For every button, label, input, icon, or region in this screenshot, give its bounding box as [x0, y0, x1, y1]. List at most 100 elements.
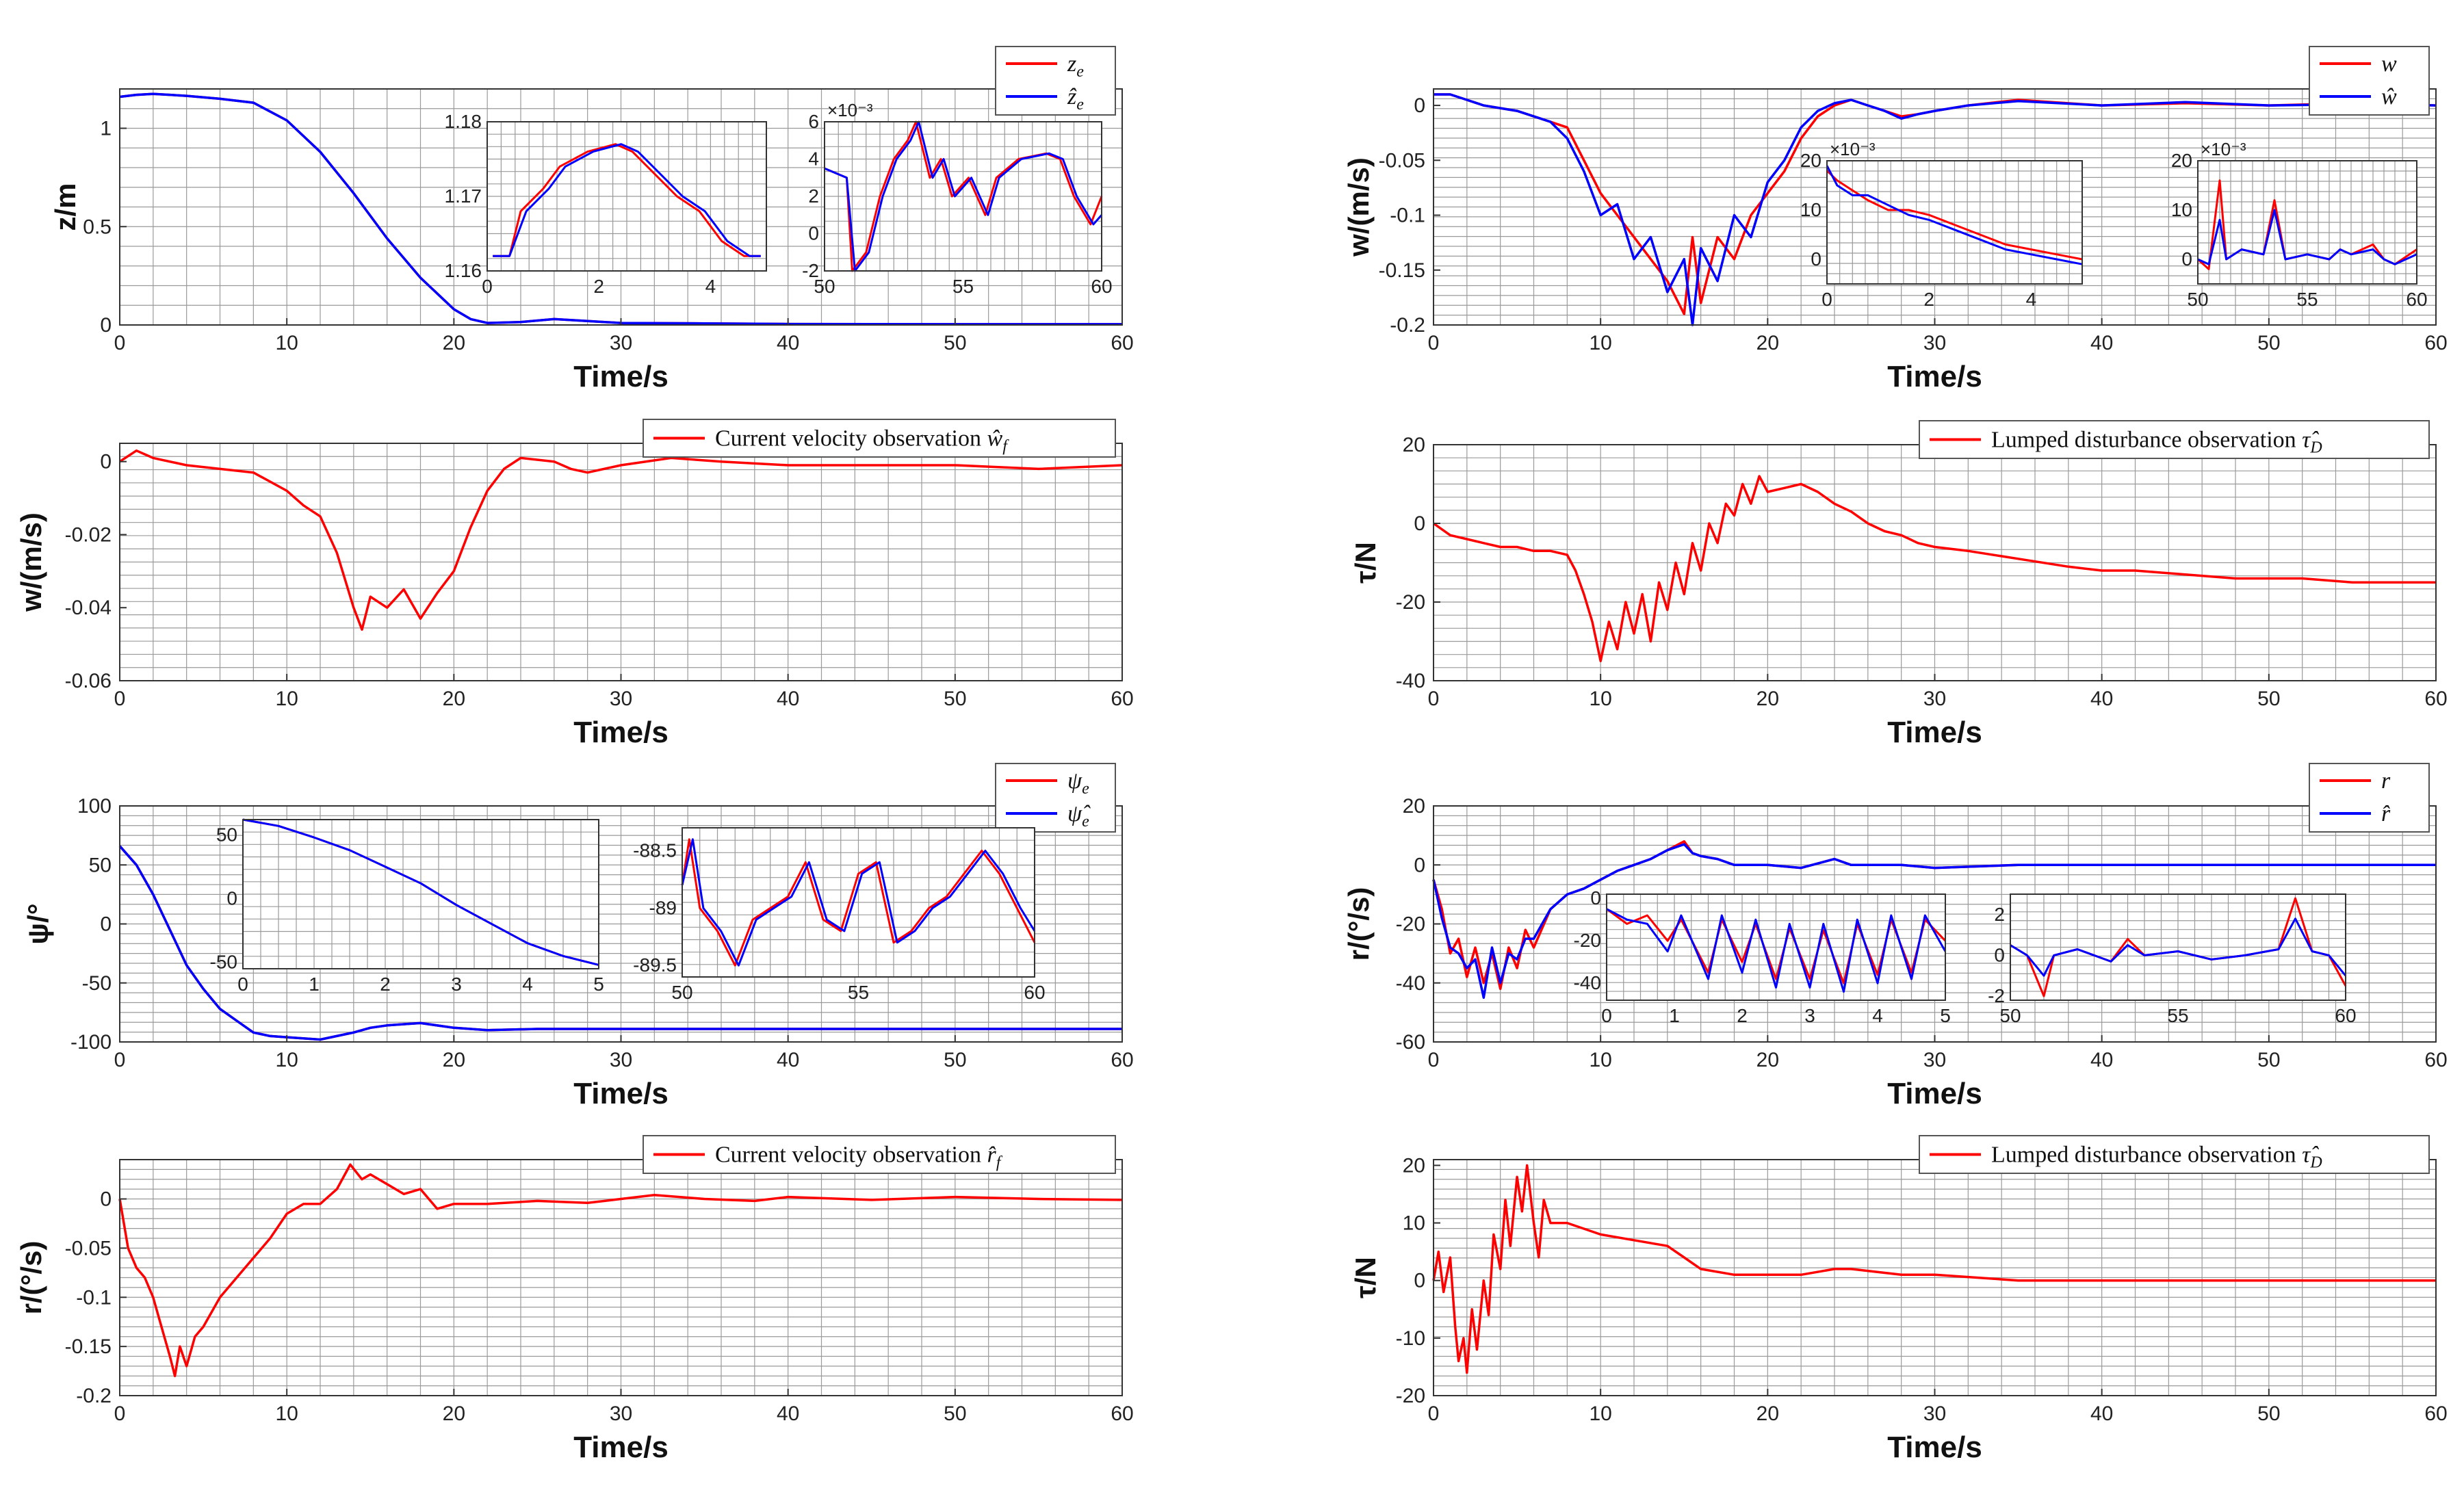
chart-z-ytick-label: 1	[100, 118, 112, 140]
chart-r-inset-1-xtick-label: 0	[1601, 1005, 1612, 1026]
chart-z-inset-2-series-s1-line	[824, 120, 1103, 272]
chart-z-inset-2-ytick-label: 6	[808, 111, 819, 132]
chart-z-xlabel: Time/s	[573, 360, 669, 393]
chart-w-inset-2-multiplier: ×10⁻³	[2201, 139, 2246, 159]
chart-w-series-s1-line	[1434, 93, 2437, 326]
chart-r-ytick-label: -20	[1396, 913, 1425, 936]
chart-psi-ytick-label: 100	[77, 795, 112, 818]
chart-r-inset-1-xtick-label: 1	[1669, 1005, 1680, 1026]
chart-w_current-xtick-label: 30	[610, 688, 632, 710]
chart-z-inset-1-ytick-label: 1.18	[445, 111, 482, 132]
chart-w-inset-2-ytick-label: 20	[2171, 150, 2192, 171]
chart-psi: 0 10 20 30 40 50 60-100-50050100Time/sψ/°ψeψ̂e…	[22, 763, 1134, 1110]
chart-z-inset-1-xtick-label: 2	[593, 276, 604, 297]
chart-tau_w-xtick-label: 30	[1923, 688, 1946, 710]
chart-r_current-xtick-label: 30	[610, 1402, 632, 1425]
chart-w-ytick-label: -0.2	[1390, 314, 1425, 337]
chart-w-xtick-label: 20	[1756, 332, 1779, 354]
chart-w-ytick-label: -0.1	[1390, 205, 1425, 227]
chart-psi-inset-2: 50 55 60 -89.5 -89 -88.5	[633, 827, 1046, 1003]
chart-w-inset-1-frame	[1826, 160, 2083, 285]
chart-z-inset-2-xtick-label: 55	[952, 276, 974, 297]
chart-w-ytick-label: -0.15	[1379, 259, 1425, 282]
chart-r_current-xtick-label: 20	[443, 1402, 465, 1425]
chart-tau_w-xlabel: Time/s	[1887, 716, 1982, 749]
chart-tau_r-xtick-label: 40	[2090, 1402, 2113, 1425]
chart-psi-series-e-line	[118, 845, 1122, 1041]
chart-r-legend-box	[2309, 763, 2430, 833]
chart-z-legend-box	[995, 46, 1116, 116]
chart-z-inset-2-xtick-label: 60	[1091, 276, 1112, 297]
chart-psi-inset-2-ytick-label: -89.5	[633, 954, 677, 976]
chart-tau_r-ytick-label: -20	[1396, 1385, 1425, 1407]
chart-tau_r-legend-label: Lumped disturbance observation τ̂D	[1991, 1143, 2322, 1172]
chart-z-xtick-label: 30	[610, 332, 632, 354]
chart-z-xtick-label: 40	[777, 332, 799, 354]
chart-z-xtick-label: 0	[114, 332, 126, 354]
chart-w_current-ytick-label: 0	[100, 451, 112, 473]
chart-w-xtick-label: 30	[1923, 332, 1946, 354]
chart-psi-ytick-label: 50	[89, 854, 112, 876]
chart-tau_r-ytick-label: 10	[1403, 1212, 1425, 1235]
chart-psi-ytick-label: -100	[70, 1031, 112, 1054]
chart-w-legend-label: ŵ	[2381, 84, 2397, 109]
chart-w_current-ytick-label: -0.06	[65, 670, 112, 692]
chart-tau_r-xtick-label: 50	[2257, 1402, 2280, 1425]
chart-tau_w: 0 10 20 30 40 50 60 -40 -20 0 20 Time/s τ/N Lumped di…	[1349, 420, 2448, 749]
chart-w-inset-1-xtick-label: 4	[2026, 289, 2037, 310]
chart-w_current-ytick-label: -0.04	[65, 597, 112, 619]
chart-psi-legend-box	[995, 763, 1116, 833]
chart-r-inset-2-ytick-label: 0	[1994, 944, 2005, 965]
chart-w_current-ylabel: w/(m/s)	[15, 512, 47, 612]
chart-r_current-ytick-label: -0.2	[76, 1385, 112, 1407]
chart-r-legend: r r̂	[2309, 763, 2430, 833]
chart-r-inset-2-ytick-label: -2	[1988, 985, 2005, 1006]
chart-r-inset-2-xtick-label: 50	[1999, 1005, 2021, 1026]
chart-r_current-legend-box	[643, 1135, 1116, 1174]
chart-w-inset-2-frame	[2197, 160, 2417, 285]
chart-r-legend-label: r̂	[2381, 801, 2391, 826]
chart-z-legend-label: ẑe	[1067, 84, 1084, 114]
chart-r-ytick-label: -60	[1396, 1031, 1425, 1054]
chart-psi-xtick-label: 30	[610, 1049, 632, 1071]
chart-psi-legend-label: ψe	[1067, 768, 1089, 798]
chart-w_current-xtick-label: 50	[944, 688, 966, 710]
chart-tau_w-ytick-label: -20	[1396, 591, 1425, 614]
chart-tau_w-legend-label: Lumped disturbance observation τ̂D	[1991, 428, 2322, 457]
chart-w-xtick-label: 60	[2424, 332, 2447, 354]
chart-tau_r-ytick-label: 0	[1414, 1270, 1425, 1292]
chart-z-inset-1-xtick-label: 4	[705, 276, 716, 297]
chart-z-inset-2-multiplier: ×10⁻³	[827, 100, 873, 120]
chart-r-inset-1-xtick-label: 2	[1737, 1005, 1748, 1026]
chart-psi-inset-2-series-s0-line	[681, 838, 1036, 967]
chart-r-inset-1-xtick-label: 5	[1940, 1005, 1951, 1026]
chart-z-inset-1-series-s1-line	[493, 143, 761, 257]
chart-w-inset-1-ytick-label: 10	[1800, 199, 1821, 220]
chart-z-legend-label: ze	[1067, 51, 1084, 81]
chart-r-xtick-label: 60	[2424, 1049, 2447, 1071]
chart-r-xlabel: Time/s	[1887, 1077, 1982, 1110]
chart-r-xtick-label: 20	[1756, 1049, 1779, 1071]
chart-z-inset-1-xtick-label: 0	[482, 276, 493, 297]
chart-tau_w-xtick-label: 20	[1756, 688, 1779, 710]
chart-tau_r-xtick-label: 20	[1756, 1402, 1779, 1425]
chart-r-series-r-line	[1432, 843, 2436, 1000]
chart-w-inset-1: 0 2 4 0 10 20 ×10⁻³	[1800, 139, 2083, 310]
chart-w_current-legend: Current velocity observation ŵf	[643, 419, 1116, 458]
chart-tau_w-ytick-label: 0	[1414, 512, 1425, 535]
chart-w-ylabel: w/(m/s)	[1343, 157, 1375, 257]
chart-psi-inset-2-frame	[682, 827, 1035, 978]
chart-w-inset-2: 50 55 60 0 10 20 ×10⁻³	[2171, 139, 2428, 310]
chart-z-inset-2-ytick-label: -2	[802, 260, 819, 281]
chart-psi-xtick-label: 10	[275, 1049, 298, 1071]
chart-psi-inset-2-ytick-label: -89	[649, 897, 677, 918]
chart-r-inset-1-frame	[1606, 893, 1946, 1001]
chart-tau_w-legend: Lumped disturbance observation τ̂D	[1919, 420, 2430, 459]
chart-tau_w-xtick-label: 40	[2090, 688, 2113, 710]
chart-psi-inset-1-series-s1-line	[242, 818, 599, 966]
chart-z-inset-2: 50 55 60 -2 0 2 4 6 ×10⁻³	[802, 100, 1112, 297]
chart-w-legend-label: w	[2381, 51, 2397, 77]
